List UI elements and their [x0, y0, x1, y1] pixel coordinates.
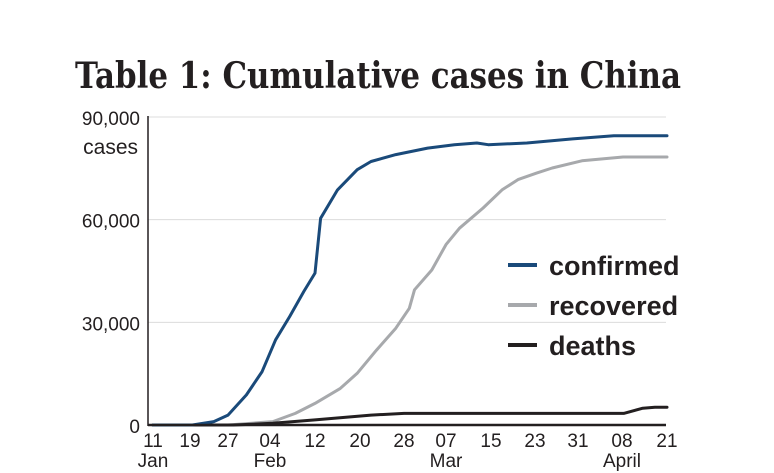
legend-label-confirmed: confirmed [549, 251, 680, 281]
x-tick-label: 11 [143, 431, 163, 452]
y-tick-label: 60,000 [82, 212, 140, 233]
legend-label-recovered: recovered [549, 291, 678, 321]
x-tick-label: 20 [349, 431, 370, 452]
x-tick-label: 31 [567, 431, 588, 452]
x-tick-label: 07 [435, 431, 456, 452]
x-tick-label: 12 [304, 431, 325, 452]
x-tick-label: 28 [393, 431, 414, 452]
x-tick-label: 23 [524, 431, 545, 452]
x-tick-label: 04 [259, 431, 281, 452]
y-tick-label: 90,000 [82, 109, 140, 130]
y-tick-labels: 0 30,000 60,000 90,000 [82, 109, 140, 438]
legend: confirmed recovered deaths [508, 251, 680, 361]
x-tick-label: 15 [480, 431, 501, 452]
series-line-confirmed [151, 134, 669, 427]
gridlines [148, 116, 666, 323]
x-month-label: Jan [138, 451, 169, 472]
x-month-label: Feb [254, 451, 287, 472]
y-axis-label: cases [83, 136, 138, 159]
x-tick-label: 08 [611, 431, 632, 452]
x-month-label: April [603, 451, 641, 472]
x-tick-label: 21 [656, 431, 677, 452]
y-tick-label: 0 [129, 417, 140, 438]
chart-title: Table 1: Cumulative cases in China [75, 55, 681, 97]
x-month-label: Mar [430, 451, 463, 472]
series-line-recovered [151, 155, 669, 427]
legend-label-deaths: deaths [549, 331, 636, 361]
y-tick-label: 30,000 [82, 314, 140, 335]
x-tick-label: 19 [179, 431, 200, 452]
x-tick-label: 27 [217, 431, 238, 452]
series-line-deaths [151, 405, 669, 427]
